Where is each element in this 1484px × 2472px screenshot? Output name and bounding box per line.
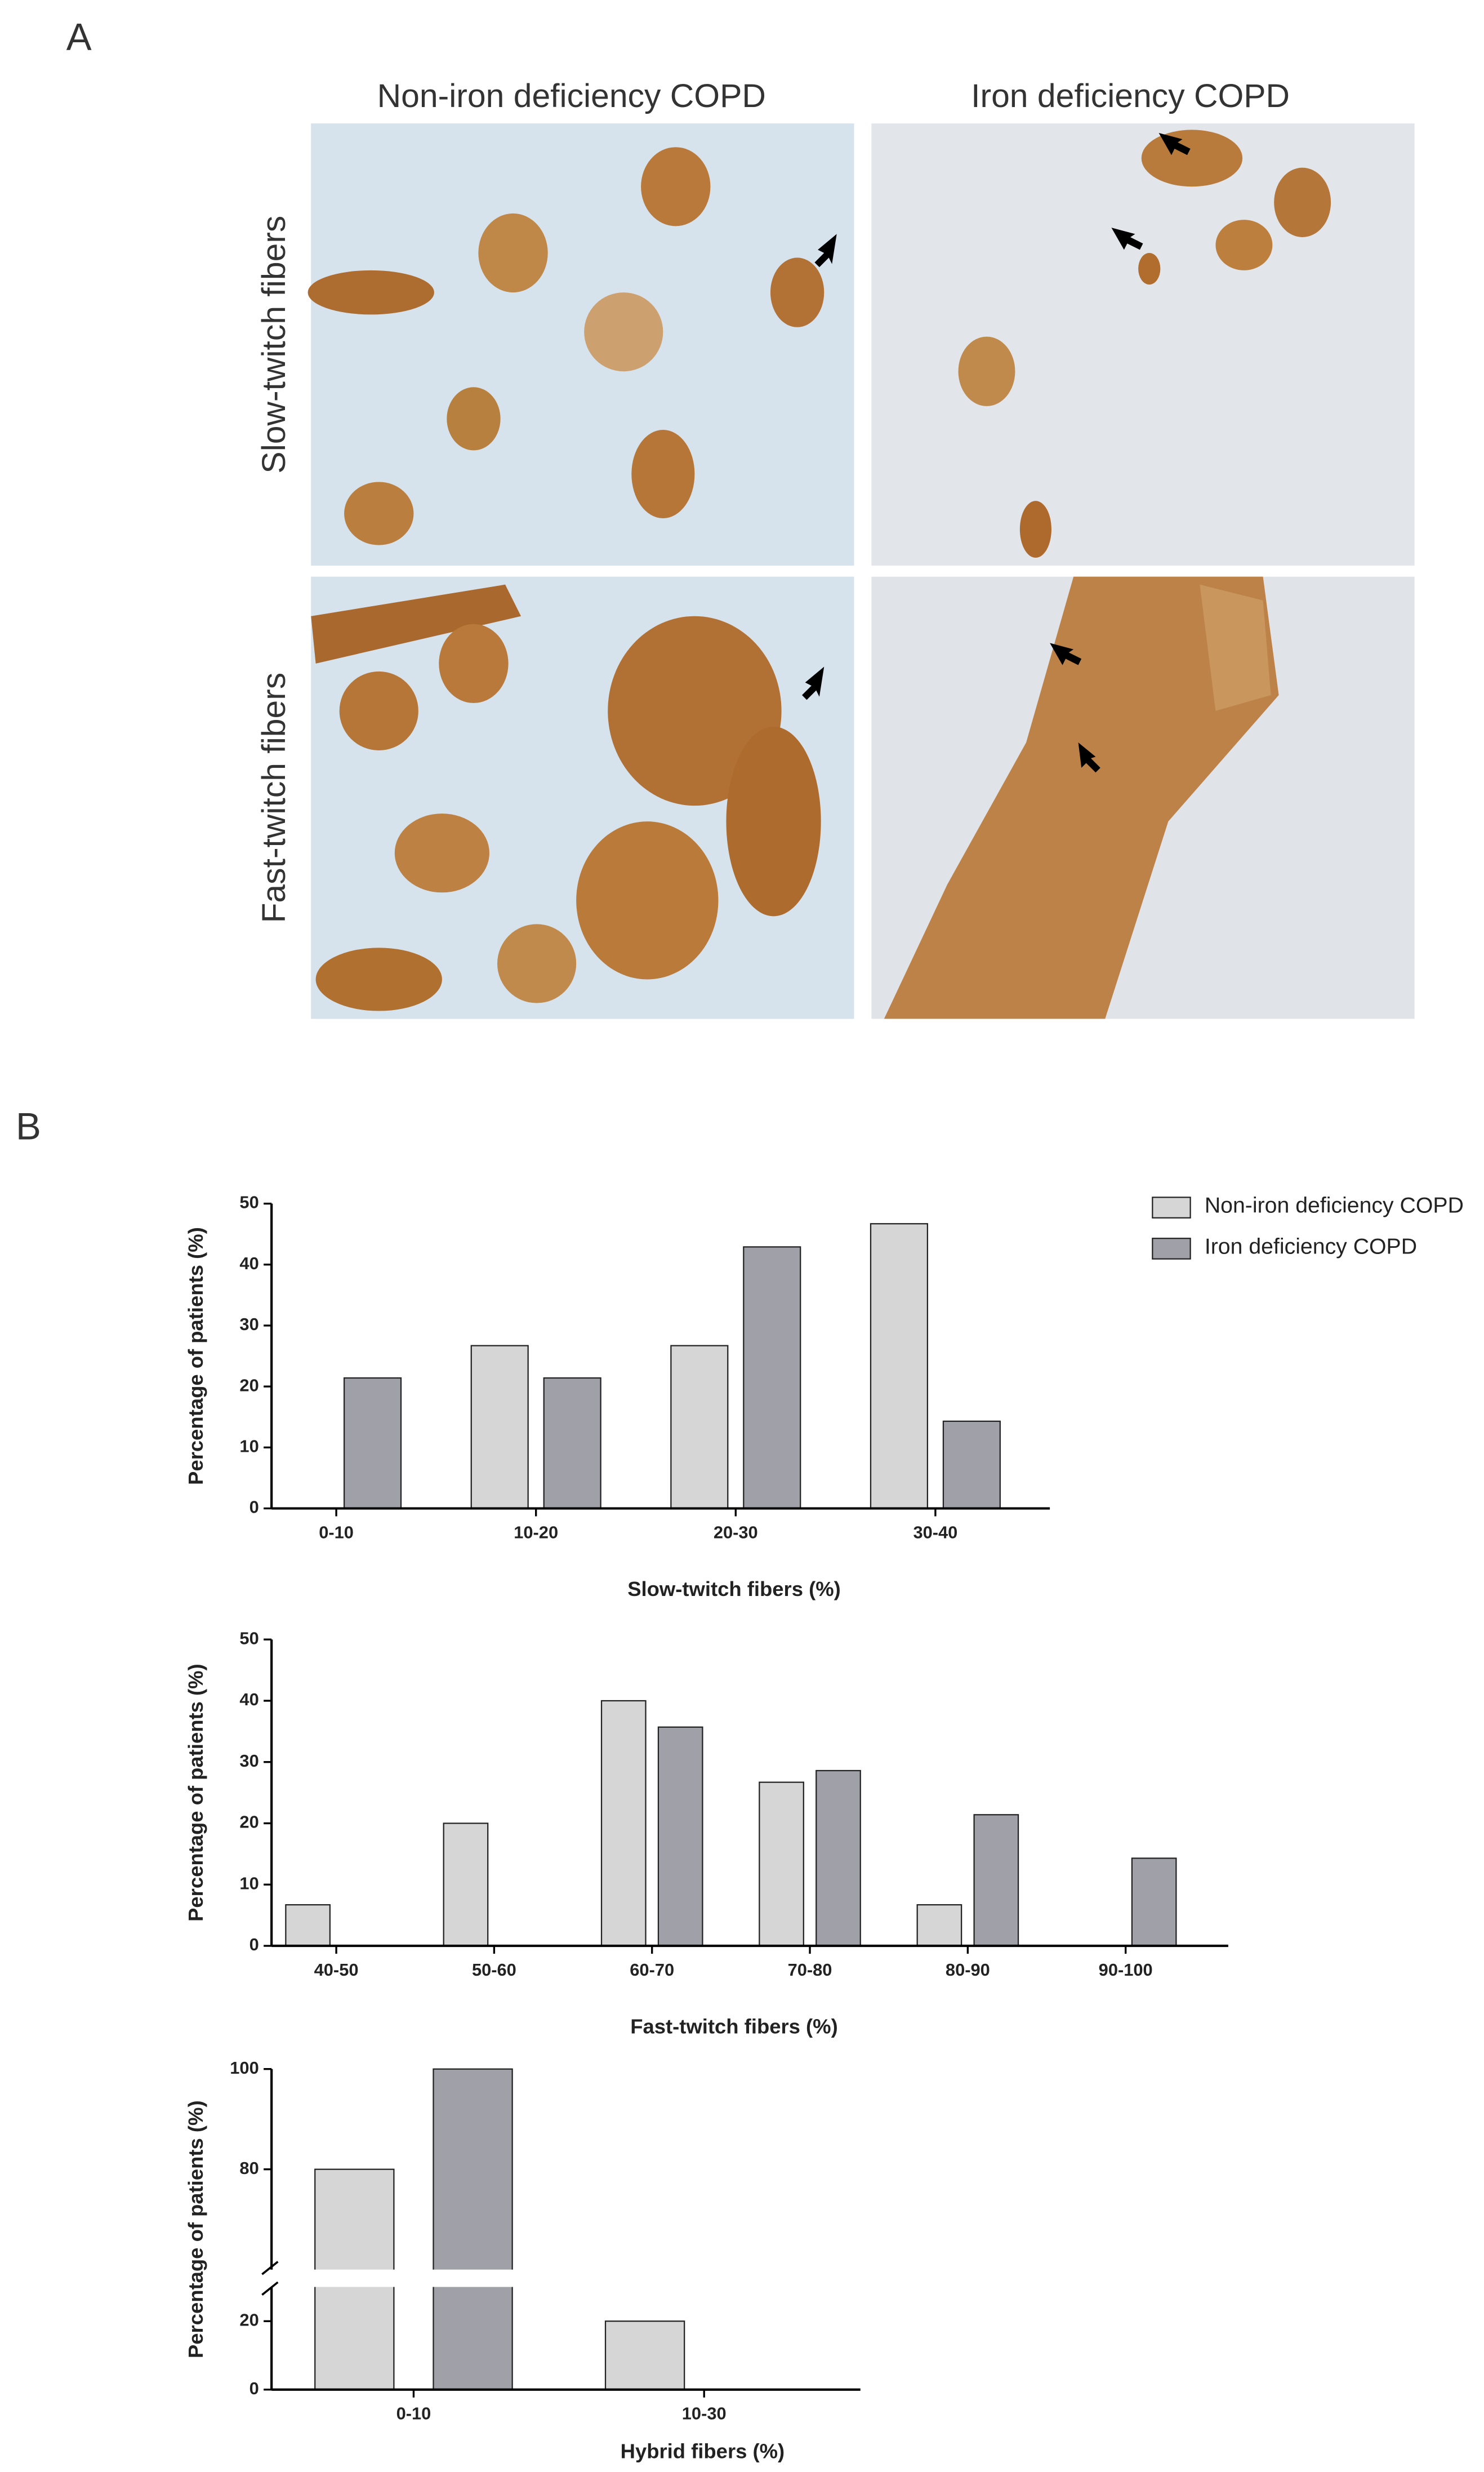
y-tick-label: 40	[239, 1690, 259, 1709]
x-tick-label: 90-100	[1099, 1960, 1153, 1980]
bar	[470, 1345, 529, 1509]
bar	[870, 1223, 928, 1509]
x-tick-label: 50-60	[472, 1960, 516, 1980]
panel-label: B	[16, 1106, 41, 1148]
x-axis-label: Fast-twitch fibers (%)	[630, 2015, 837, 2038]
y-tick-label: 0	[249, 1935, 259, 1954]
micrograph	[308, 123, 854, 566]
micrograph	[311, 576, 854, 1019]
x-tick-label: 40-50	[314, 1960, 359, 1980]
legend-swatch	[1152, 1197, 1191, 1219]
micrograph	[871, 576, 1415, 1019]
x-tick-label: 80-90	[946, 1960, 990, 1980]
y-tick-label: 30	[239, 1751, 259, 1771]
bar	[942, 1420, 1001, 1509]
y-tick-label: 100	[230, 2058, 259, 2078]
y-tick-label: 30	[239, 1314, 259, 1334]
row-title: Slow-twitch fibers	[256, 216, 292, 474]
bar	[657, 1726, 703, 1947]
row-title: Fast-twitch fibers	[256, 673, 292, 923]
column-title: Iron deficiency COPD	[971, 78, 1290, 114]
y-axis-label: Percentage of patients (%)	[184, 1664, 207, 1922]
legend-swatch	[1152, 1238, 1191, 1260]
column-title: Non-iron deficiency COPD	[377, 78, 766, 114]
x-tick-label: 0-10	[319, 1523, 354, 1542]
y-axis-label: Percentage of patients (%)	[184, 1227, 207, 1485]
bar	[443, 1822, 489, 1947]
x-tick-label: 20-30	[714, 1523, 758, 1542]
x-axis-label: Slow-twitch fibers (%)	[627, 1577, 841, 1600]
bar	[973, 1814, 1019, 1947]
x-tick-label: 10-20	[514, 1523, 558, 1542]
y-tick-label: 20	[239, 1812, 259, 1832]
x-tick-label: 0-10	[396, 2404, 431, 2424]
bar	[1131, 1857, 1177, 1947]
x-tick-label: 70-80	[788, 1960, 832, 1980]
bar	[433, 2068, 513, 2390]
y-tick-label: 20	[239, 2310, 259, 2329]
bar	[285, 1904, 331, 1947]
y-tick-label: 0	[249, 1497, 259, 1517]
bar	[343, 1377, 402, 1509]
y-tick-label: 20	[239, 1375, 259, 1395]
y-tick-label: 50	[239, 1628, 259, 1648]
micrograph	[871, 123, 1415, 566]
bar	[600, 1700, 647, 1947]
bar	[543, 1377, 601, 1509]
x-axis-label: Hybrid fibers (%)	[621, 2439, 785, 2462]
x-tick-label: 60-70	[630, 1960, 674, 1980]
y-tick-label: 40	[239, 1253, 259, 1273]
y-tick-label: 50	[239, 1193, 259, 1212]
legend-label: Non-iron deficiency COPD	[1205, 1193, 1464, 1218]
axis-break	[261, 2261, 279, 2275]
x-tick-label: 10-30	[682, 2404, 727, 2424]
bar	[916, 1904, 962, 1947]
y-tick-label: 10	[239, 1873, 259, 1893]
axis-break	[261, 2281, 279, 2296]
y-axis-label: Percentage of patients (%)	[184, 2100, 207, 2358]
bar	[815, 1769, 861, 1947]
panel-label: A	[66, 16, 92, 58]
y-tick-label: 10	[239, 1436, 259, 1456]
legend-label: Iron deficiency COPD	[1205, 1234, 1417, 1259]
bar	[604, 2320, 685, 2390]
x-tick-label: 30-40	[913, 1523, 957, 1542]
bar	[759, 1781, 804, 1947]
bar	[670, 1345, 729, 1509]
axis-break	[252, 2269, 864, 2287]
y-tick-label: 80	[239, 2158, 259, 2178]
y-tick-label: 0	[249, 2378, 259, 2398]
bar	[743, 1246, 801, 1509]
